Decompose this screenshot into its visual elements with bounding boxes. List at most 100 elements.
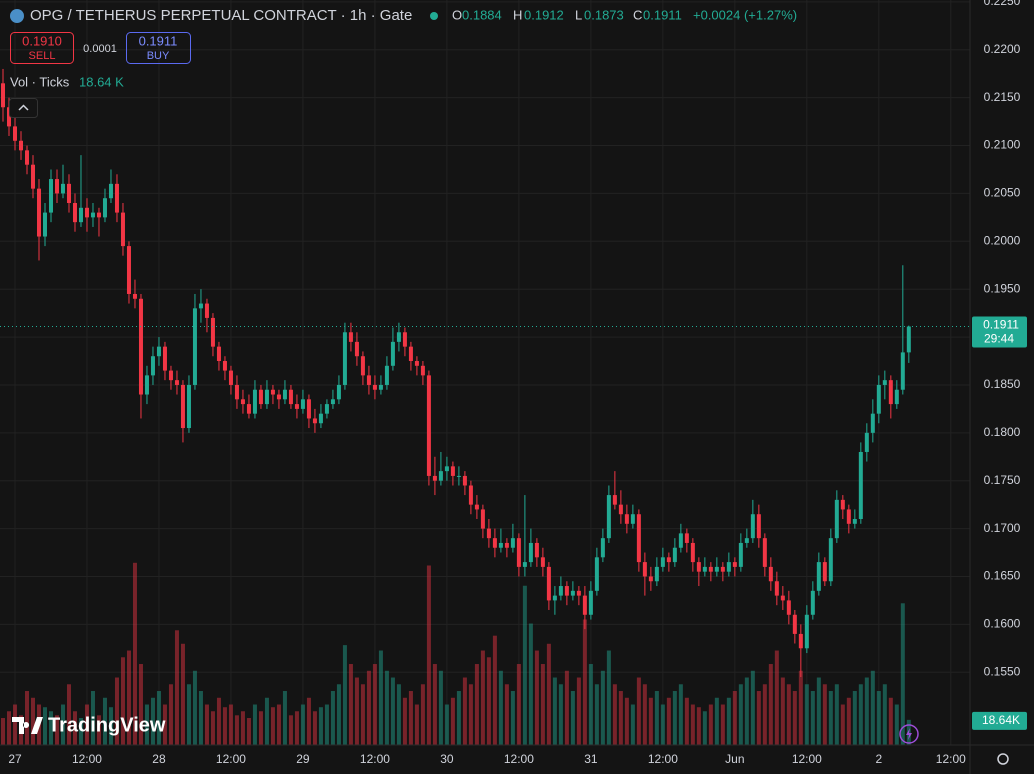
candle-body [726, 562, 731, 572]
volume-bar [414, 704, 419, 745]
candle-body [60, 183, 65, 194]
volume-bar [618, 691, 623, 745]
candle-body [420, 365, 425, 376]
y-tick-label: 0.1750 [984, 473, 1021, 487]
volume-bar [714, 697, 719, 745]
candle-body [438, 471, 443, 481]
volume-bar [324, 704, 329, 745]
candle-body [216, 346, 221, 362]
candle-body [18, 140, 23, 151]
candle-body [462, 475, 467, 486]
candle-body [486, 528, 491, 539]
candle-body [642, 562, 647, 577]
symbol-title[interactable]: OPG / TETHERUS PERPETUAL CONTRACT · 1h ·… [30, 7, 412, 24]
volume-bar [378, 650, 383, 745]
ohlc-l: 0.1873 [584, 7, 624, 22]
candle-body [900, 352, 905, 390]
volume-bar [822, 684, 827, 745]
volume-bar [510, 691, 515, 745]
collapse-button[interactable] [9, 98, 38, 118]
candle-body [510, 538, 515, 548]
candle-body [288, 389, 293, 405]
volume-bar [306, 697, 311, 745]
candle-body [678, 533, 683, 548]
candle-body [690, 542, 695, 563]
volume-bar [258, 711, 263, 745]
volume-bar [744, 677, 749, 745]
y-tick-label: 0.1650 [984, 569, 1021, 583]
candle-body [84, 207, 89, 218]
candle-body [24, 150, 29, 165]
candle-body [780, 595, 785, 601]
settings-button[interactable] [997, 753, 1009, 765]
volume-bar [72, 711, 77, 745]
last-price-label: 0.1911 [983, 318, 1019, 332]
volume-bar [852, 691, 857, 745]
volume-bar [720, 704, 725, 745]
candle-body [276, 394, 281, 400]
lightning-button[interactable] [899, 724, 919, 744]
candle-body [648, 576, 653, 582]
volume-bar [684, 697, 689, 745]
candle-body [372, 384, 377, 390]
volume-bar [816, 677, 821, 745]
volume-bar [426, 565, 431, 745]
volume-bar [390, 677, 395, 745]
candle-body [468, 485, 473, 505]
candle-body [906, 326, 911, 353]
candle-body [498, 542, 503, 548]
buy-button[interactable] [126, 32, 191, 64]
candle-body [618, 504, 623, 515]
volume-bar [630, 704, 635, 745]
y-tick-label: 0.2000 [984, 233, 1021, 247]
volume-bar [690, 704, 695, 745]
volume-tag-label: 18.64K [982, 713, 1020, 727]
volume-bar [384, 670, 389, 745]
sell-label: SELL [29, 50, 56, 62]
volume-bar [396, 684, 401, 745]
x-tick-label: 27 [8, 752, 22, 766]
candle-body [222, 361, 227, 371]
volume-bar [48, 711, 53, 745]
volume-bar [570, 691, 575, 745]
candle-body [330, 399, 335, 405]
volume-bar [738, 684, 743, 745]
volume-bar [336, 684, 341, 745]
volume-bar [174, 630, 179, 745]
candle-body [492, 538, 497, 548]
volume-legend-title: Vol · Ticks [10, 74, 70, 89]
volume-bar [156, 691, 161, 745]
volume-bar [594, 684, 599, 745]
candle-body [552, 595, 557, 601]
volume-bar [432, 664, 437, 745]
sell-button[interactable] [10, 32, 74, 64]
candle-body [672, 547, 677, 563]
candle-body [786, 600, 791, 615]
candle-body [564, 586, 569, 596]
candle-body [774, 581, 779, 596]
volume-bar [162, 704, 167, 745]
volume-bar [252, 704, 257, 745]
volume-bar [834, 684, 839, 745]
volume-bar [300, 704, 305, 745]
y-tick-label: 0.1600 [984, 617, 1021, 631]
candle-body [792, 614, 797, 634]
candle-body [312, 418, 317, 424]
volume-bar [840, 704, 845, 745]
volume-bar [270, 707, 275, 745]
candle-body [516, 538, 521, 567]
volume-bar [498, 670, 503, 745]
volume-bar [342, 645, 347, 745]
volume-bar [420, 684, 425, 745]
volume-bar [210, 711, 215, 745]
candle-body [384, 365, 389, 385]
candle-body [318, 413, 323, 424]
candle-body [702, 566, 707, 572]
candle-body [0, 83, 5, 108]
candle-body [666, 557, 671, 563]
volume-bar [540, 664, 545, 745]
candle-body [210, 317, 215, 347]
candle-body [444, 466, 449, 472]
candle-body [264, 389, 269, 405]
